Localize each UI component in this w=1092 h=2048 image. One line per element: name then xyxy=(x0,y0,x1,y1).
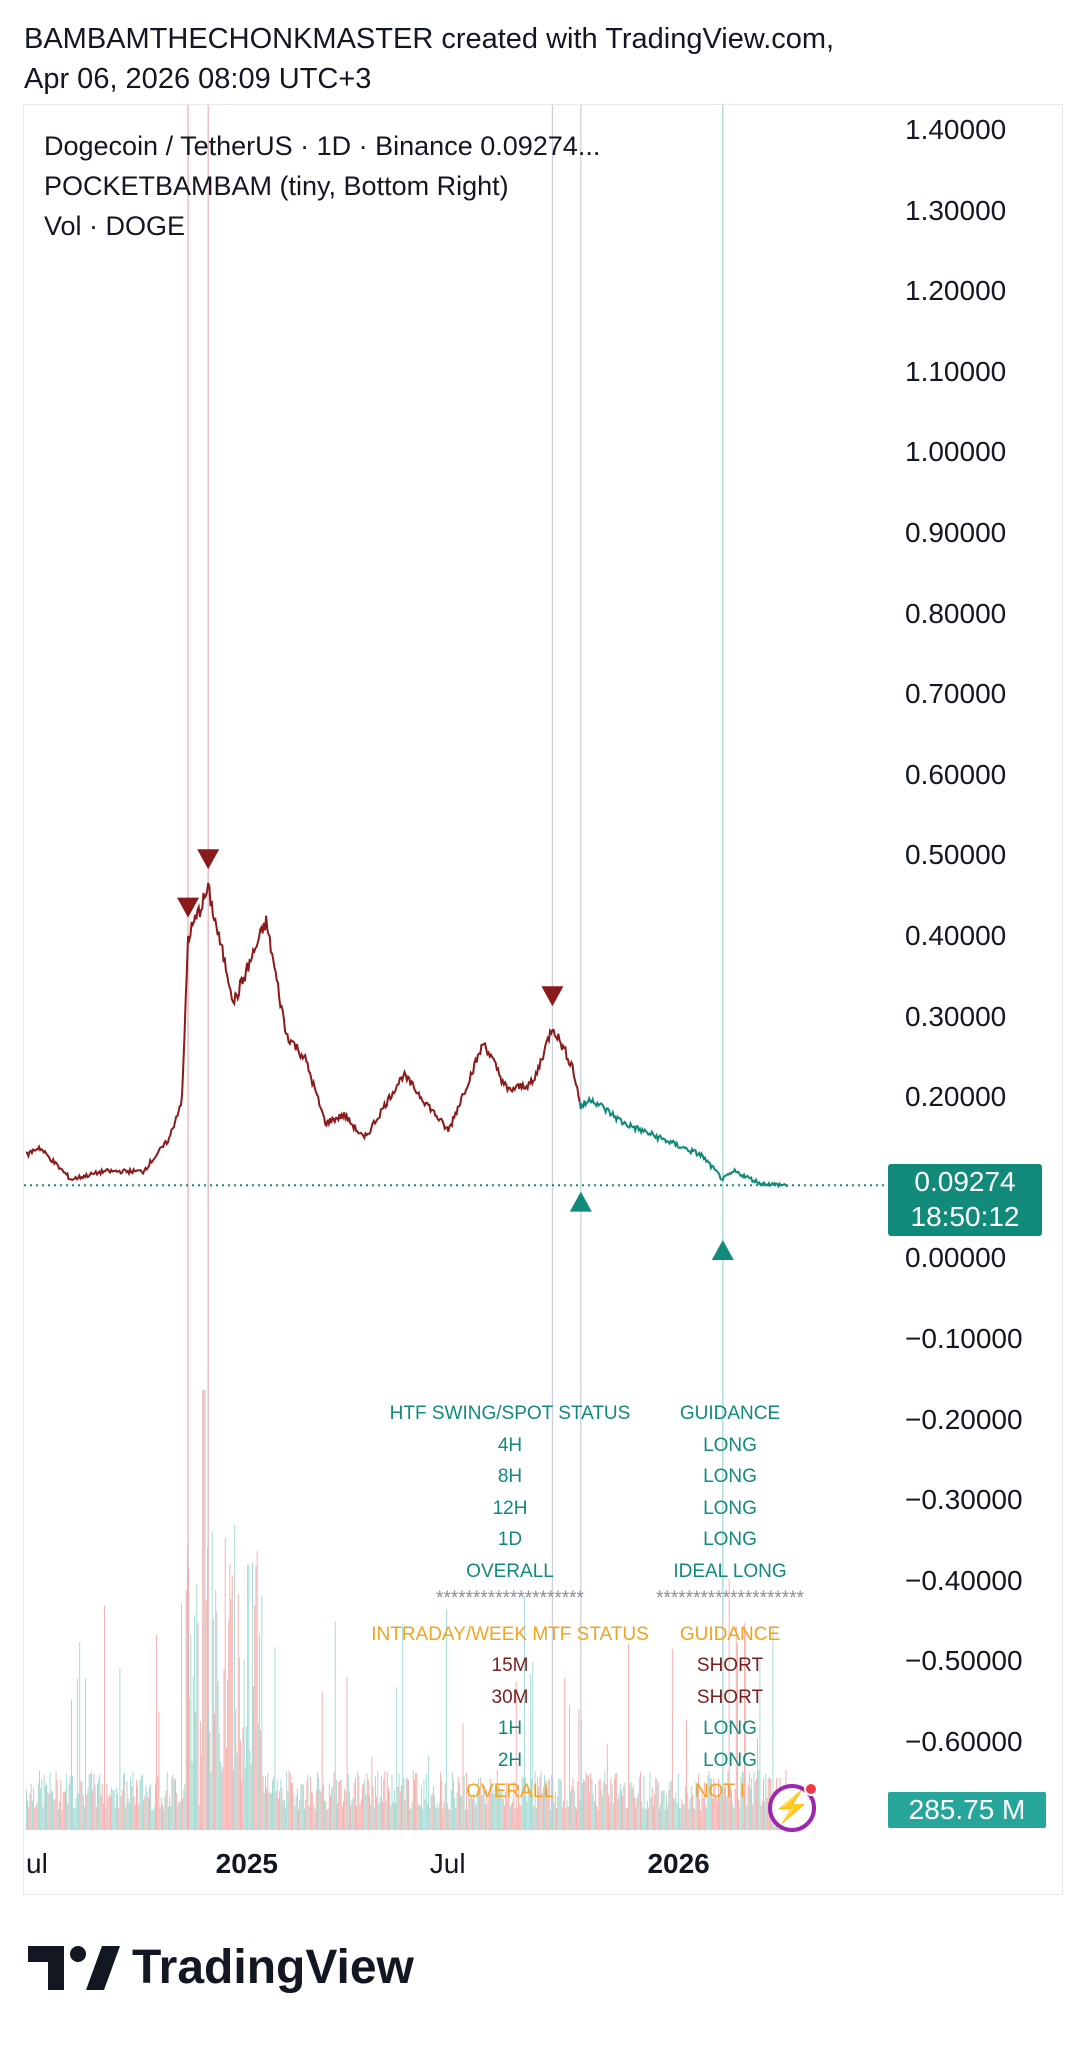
separator: ******************** xyxy=(436,1588,584,1609)
price-axis-label: 0.50000 xyxy=(905,839,1007,871)
mtf-cell: SHORT xyxy=(696,1686,764,1708)
mtf-cell: LONG xyxy=(703,1718,757,1739)
price-axis-label: 0.00000 xyxy=(905,1242,1007,1274)
volume-legend[interactable]: Vol · DOGE xyxy=(44,211,186,241)
price-axis-label: 0.30000 xyxy=(905,1000,1007,1032)
price-axis-label: 0.60000 xyxy=(905,758,1007,790)
price-axis-label: 0.90000 xyxy=(905,517,1007,548)
bar-countdown: 18:50:12 xyxy=(910,1201,1020,1232)
chart-pane[interactable] xyxy=(23,104,1063,1895)
price-axis-label: 1.00000 xyxy=(905,436,1007,468)
price-axis-label: 0.40000 xyxy=(905,920,1007,951)
tv-logo-icon xyxy=(28,1945,120,1990)
htf-cell: OVERALL xyxy=(466,1560,554,1582)
time-axis-label: Jul xyxy=(429,1848,466,1879)
price-axis-label: −0.10000 xyxy=(905,1323,1023,1354)
htf-cell: 1D xyxy=(497,1529,523,1550)
last-price-label: 0.09274 18:50:12 xyxy=(888,1164,1042,1236)
price-axis-label: 0.20000 xyxy=(905,1081,1007,1113)
price-axis-label: −0.20000 xyxy=(905,1403,1023,1435)
price-axis-label: 1.20000 xyxy=(905,275,1007,307)
notification-dot xyxy=(804,1782,818,1796)
price-axis-label: 0.80000 xyxy=(905,597,1007,629)
htf-cell: IDEAL LONG xyxy=(673,1560,787,1582)
price-axis-label: −0.40000 xyxy=(905,1564,1023,1596)
brand-name: TradingView xyxy=(132,1941,414,1994)
time-axis-label: ul xyxy=(26,1848,48,1879)
tradingview-logo[interactable]: TradingView xyxy=(28,1940,414,1995)
price-axis-label: 1.10000 xyxy=(905,355,1007,387)
price-axis-label: 1.30000 xyxy=(905,194,1007,226)
indicator-legend[interactable]: POCKETBAMBAM (tiny, Bottom Right) xyxy=(44,171,509,201)
htf-header: HTF SWING/SPOT STATUS xyxy=(389,1403,631,1424)
mtf-cell: 15M xyxy=(491,1655,529,1676)
mtf-cell: SHORT xyxy=(696,1655,764,1676)
htf-cell: 4H xyxy=(497,1434,523,1456)
htf-cell: LONG xyxy=(703,1434,757,1456)
mtf-header: GUIDANCE xyxy=(679,1623,781,1645)
price-axis-label: 1.40000 xyxy=(905,114,1007,145)
price-axis-label: 0.70000 xyxy=(905,678,1007,710)
time-axis-label: 2026 xyxy=(647,1848,710,1879)
htf-cell: 8H xyxy=(497,1466,523,1487)
lightning-icon[interactable]: ⚡ xyxy=(768,1782,818,1832)
time-axis-label: 2025 xyxy=(215,1848,278,1879)
htf-header: GUIDANCE xyxy=(679,1403,781,1424)
mtf-cell: 30M xyxy=(491,1686,529,1708)
mtf-overall: NOT I xyxy=(694,1781,746,1802)
price-axis-label: −0.30000 xyxy=(905,1484,1023,1516)
price-axis-label: −0.60000 xyxy=(905,1726,1023,1757)
htf-cell: LONG xyxy=(703,1497,757,1519)
price-axis-label: −0.50000 xyxy=(905,1645,1023,1677)
htf-cell: LONG xyxy=(703,1529,757,1550)
htf-cell: LONG xyxy=(703,1466,757,1487)
symbol-legend[interactable]: Dogecoin / TetherUS · 1D · Binance 0.092… xyxy=(44,131,601,161)
author-line: BAMBAMTHECHONKMASTER created with Tradin… xyxy=(24,23,835,55)
mtf-header: INTRADAY/WEEK MTF STATUS xyxy=(371,1623,649,1645)
separator: ******************** xyxy=(656,1588,804,1609)
volume-value-label: 285.75 M xyxy=(888,1792,1046,1828)
htf-cell: 12H xyxy=(492,1497,528,1519)
mtf-cell: LONG xyxy=(703,1749,757,1771)
snapshot-timestamp: Apr 06, 2026 08:09 UTC+3 xyxy=(24,63,372,95)
last-price: 0.09274 xyxy=(914,1166,1016,1197)
